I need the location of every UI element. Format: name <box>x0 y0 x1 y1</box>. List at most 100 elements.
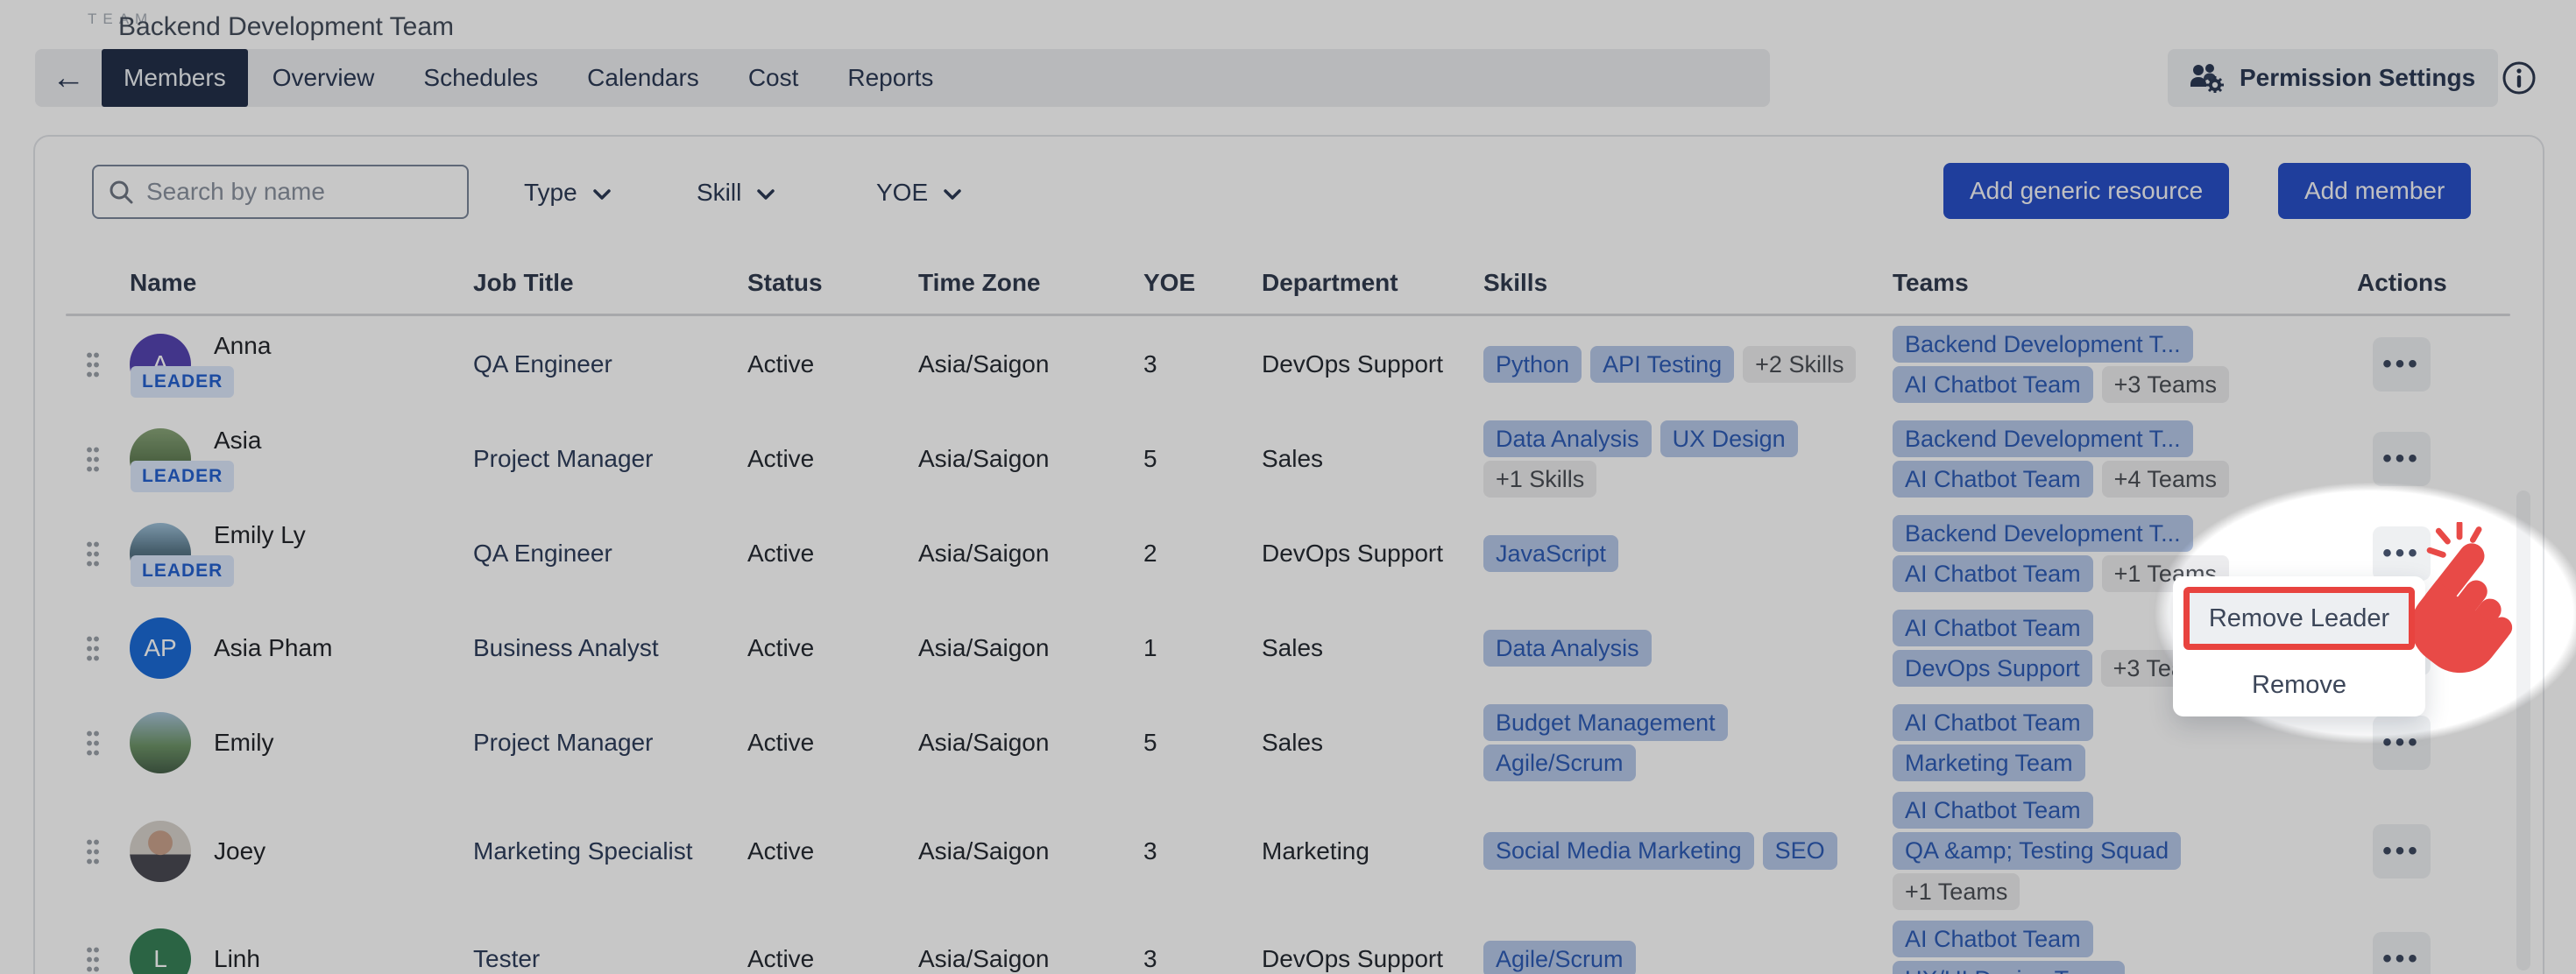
teams-cell: Backend Development T... AI Chatbot Team +… <box>1893 420 2357 498</box>
more-chip: +1 Skills <box>1483 461 1597 498</box>
row-actions-button[interactable]: ••• <box>2373 716 2431 770</box>
row-actions-button[interactable]: ••• <box>2373 337 2431 392</box>
back-button[interactable]: ← <box>35 49 102 107</box>
job-title-cell: Project Manager <box>473 445 654 472</box>
drag-handle-icon[interactable] <box>86 634 100 662</box>
department-cell: DevOps Support <box>1262 350 1443 378</box>
status-cell: Active <box>747 836 815 865</box>
team-chip: Backend Development T... <box>1893 420 2193 457</box>
job-title-cell: QA Engineer <box>473 540 612 567</box>
drag-handle-icon[interactable] <box>86 350 100 378</box>
tab-cost[interactable]: Cost <box>747 64 799 91</box>
row-context-menu: Remove Leader Remove <box>2173 576 2425 716</box>
tab-reports[interactable]: Reports <box>847 64 934 91</box>
skill-chip: Agile/Scrum <box>1483 940 1636 974</box>
menu-item-remove-leader[interactable]: Remove Leader <box>2183 587 2415 650</box>
yoe-cell: 5 <box>1143 445 1157 472</box>
chevron-down-icon <box>757 179 775 207</box>
row-actions-button[interactable]: ••• <box>2373 526 2431 581</box>
menu-item-remove[interactable]: Remove <box>2252 670 2346 699</box>
info-icon[interactable] <box>2501 60 2537 96</box>
avatar <box>130 712 191 773</box>
add-member-button[interactable]: Add member <box>2278 163 2472 219</box>
skill-chip: Agile/Scrum <box>1483 745 1636 782</box>
job-title-cell: Business Analyst <box>473 634 659 661</box>
table-row: AP Asia Pham Business Analyst Active Asi… <box>79 601 2497 695</box>
chevron-down-icon <box>944 179 961 207</box>
tab-schedules[interactable]: Schedules <box>423 64 539 91</box>
skills-cell: Agile/Scrum <box>1483 940 1893 974</box>
permission-settings-button[interactable]: Permission Settings <box>2168 49 2499 107</box>
filter-skill[interactable]: Skill <box>697 168 775 217</box>
drag-handle-icon[interactable] <box>86 445 100 473</box>
department-cell: DevOps Support <box>1262 540 1443 567</box>
search-input[interactable] <box>145 177 446 207</box>
member-name: Linh <box>214 945 260 973</box>
status-cell: Active <box>747 350 815 378</box>
filter-yoe[interactable]: YOE <box>876 168 961 217</box>
scrollbar[interactable] <box>2516 491 2530 970</box>
team-chip: DevOps Support <box>1893 650 2092 688</box>
col-job-title: Job Title <box>473 269 574 296</box>
col-name: Name <box>130 269 197 296</box>
skills-cell: Budget Management Agile/Scrum <box>1483 703 1893 782</box>
skills-cell: Social Media Marketing SEO <box>1483 832 1893 870</box>
time-zone-cell: Asia/Saigon <box>918 634 1050 661</box>
filter-type-label: Type <box>524 179 577 206</box>
table-row: Emily Project Manager Active Asia/Saigon… <box>79 695 2497 790</box>
team-chip: AI Chatbot Team <box>1893 920 2093 958</box>
skill-chip: Social Media Marketing <box>1483 832 1754 870</box>
skill-chip: Python <box>1483 345 1582 384</box>
status-cell: Active <box>747 945 815 973</box>
col-time-zone: Time Zone <box>918 269 1041 296</box>
team-chip: AI Chatbot Team <box>1893 555 2093 593</box>
drag-handle-icon[interactable] <box>86 540 100 568</box>
time-zone-cell: Asia/Saigon <box>918 540 1050 567</box>
row-actions-button[interactable]: ••• <box>2373 432 2431 486</box>
skill-chip: Budget Management <box>1483 703 1728 741</box>
more-chip: +1 Teams <box>1893 872 2020 911</box>
filter-type[interactable]: Type <box>524 168 611 217</box>
table-row: L Linh Tester Active Asia/Saigon 3 DevOp… <box>79 912 2497 974</box>
permission-settings-label: Permission Settings <box>2240 64 2476 91</box>
page-title: Backend Development Team <box>118 12 454 41</box>
time-zone-cell: Asia/Saigon <box>918 836 1050 865</box>
table-header: Name Job Title Status Time Zone YOE Depa… <box>79 263 2497 303</box>
member-name: Asia <box>214 426 262 454</box>
filter-yoe-label: YOE <box>876 179 929 206</box>
team-chip: AI Chatbot Team <box>1893 461 2093 498</box>
row-actions-button[interactable]: ••• <box>2373 932 2431 974</box>
tab-calendars[interactable]: Calendars <box>587 64 699 91</box>
avatar: L <box>130 928 191 974</box>
tab-members[interactable]: Members <box>102 49 248 107</box>
team-chip: AI Chatbot Team <box>1893 609 2093 646</box>
tab-overview[interactable]: Overview <box>272 64 375 91</box>
col-teams: Teams <box>1893 269 1969 296</box>
team-chip: Backend Development T... <box>1893 325 2193 363</box>
teams-cell: Backend Development T... AI Chatbot Team +… <box>1893 514 2357 593</box>
time-zone-cell: Asia/Saigon <box>918 445 1050 472</box>
drag-handle-icon[interactable] <box>86 836 100 865</box>
skill-chip: Data Analysis <box>1483 420 1652 457</box>
header-divider <box>66 314 2510 316</box>
yoe-cell: 2 <box>1143 540 1157 567</box>
skills-cell: Python API Testing +2 Skills <box>1483 345 1893 384</box>
teams-cell: AI Chatbot Team Marketing Team <box>1893 703 2357 782</box>
member-name: Anna <box>214 331 272 359</box>
row-actions-button[interactable]: ••• <box>2373 823 2431 879</box>
job-title-cell: Project Manager <box>473 729 654 756</box>
skill-chip: Data Analysis <box>1483 629 1652 667</box>
chevron-down-icon <box>592 179 611 207</box>
col-yoe: YOE <box>1143 269 1196 296</box>
status-cell: Active <box>747 634 815 661</box>
teams-cell: AI Chatbot Team QA &amp; Testing Squad +1 … <box>1893 792 2357 911</box>
skill-chip: SEO <box>1762 832 1837 870</box>
department-cell: DevOps Support <box>1262 945 1443 973</box>
member-name: Emily <box>214 729 274 756</box>
teams-cell: AI Chatbot Team UX/UI Design Team <box>1893 920 2357 974</box>
drag-handle-icon[interactable] <box>86 945 100 974</box>
skills-cell: Data Analysis <box>1483 629 1893 667</box>
add-generic-resource-button[interactable]: Add generic resource <box>1943 163 2230 219</box>
teams-cell: Backend Development T... AI Chatbot Team +… <box>1893 325 2357 404</box>
drag-handle-icon[interactable] <box>86 729 100 757</box>
